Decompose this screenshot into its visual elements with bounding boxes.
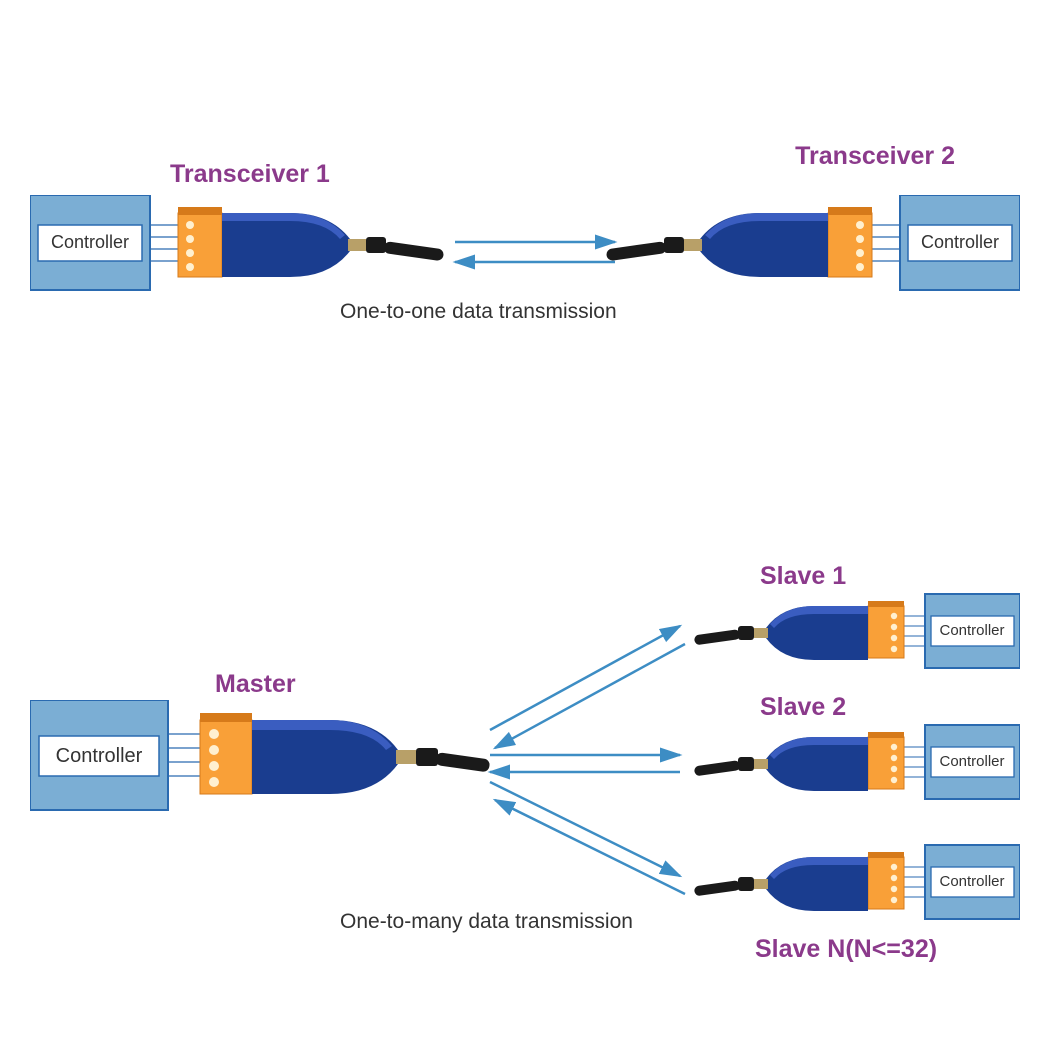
left-unit-1: Controller — [30, 195, 450, 295]
transceiver2-label: Transceiver 2 — [795, 142, 955, 171]
slave2-unit: Controller — [690, 723, 1020, 803]
caption-1: One-to-one data transmission — [340, 300, 617, 324]
controller-text: Controller — [51, 232, 129, 252]
right-unit-1: Controller — [600, 195, 1020, 295]
slaveN-label: Slave N(N<=32) — [755, 935, 937, 964]
caption-2: One-to-many data transmission — [340, 910, 633, 934]
controller-text: Controller — [56, 745, 143, 767]
slaveN-unit: Controller — [690, 843, 1020, 923]
arrows-2 — [460, 600, 710, 920]
slave1-unit: Controller — [690, 592, 1020, 672]
master-label: Master — [215, 670, 296, 699]
controller-text: Controller — [939, 753, 1004, 770]
slave2-label: Slave 2 — [760, 693, 846, 722]
slave1-label: Slave 1 — [760, 562, 846, 591]
controller-text: Controller — [939, 622, 1004, 639]
controller-text: Controller — [921, 232, 999, 252]
diagram-canvas: Transceiver 1 Transceiver 2 Controller — [0, 0, 1050, 1050]
arrows-1 — [440, 230, 630, 280]
controller-text: Controller — [939, 873, 1004, 890]
master-unit: Controller — [30, 700, 490, 815]
transceiver1-label: Transceiver 1 — [170, 160, 330, 189]
